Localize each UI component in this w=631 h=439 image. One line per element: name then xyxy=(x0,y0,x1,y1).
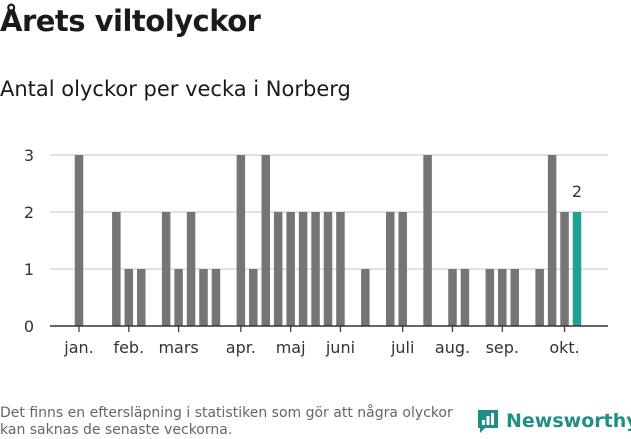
bar xyxy=(361,269,370,326)
bar xyxy=(137,269,146,326)
brand-logo[interactable]: Newsworthy xyxy=(476,408,631,434)
y-tick-label: 0 xyxy=(24,317,34,336)
data-labels: 2 xyxy=(572,182,582,201)
bar xyxy=(423,155,432,326)
y-tick-label: 2 xyxy=(24,203,34,222)
x-tick-label: sep. xyxy=(486,338,519,357)
bar xyxy=(498,269,507,326)
bar xyxy=(249,269,258,326)
bar xyxy=(323,212,333,326)
x-tick-label: feb. xyxy=(113,338,144,357)
y-tick-label: 3 xyxy=(24,146,34,165)
bar xyxy=(535,269,544,326)
bar xyxy=(311,212,320,326)
bar xyxy=(398,212,407,326)
bar xyxy=(174,269,183,326)
bar xyxy=(336,212,345,326)
x-tick-label: aug. xyxy=(435,338,470,357)
bar xyxy=(161,212,171,326)
x-axis: jan. feb. mars apr. maj juni juli aug. sep. okt. xyxy=(50,325,608,357)
bar xyxy=(261,155,270,326)
bar-chart: 0 1 2 3 jan. feb. mars apr. maj juni juli aug. sep.… xyxy=(24,146,608,357)
x-tick-label: okt. xyxy=(549,338,579,357)
newsworthy-logo-icon xyxy=(478,410,498,433)
chart-title: Årets viltolyckor xyxy=(0,4,261,38)
bar xyxy=(236,155,246,326)
bar-highlighted xyxy=(572,212,582,326)
bars xyxy=(74,155,582,326)
x-tick-label: maj xyxy=(276,338,306,357)
data-label: 2 xyxy=(572,182,582,201)
bar xyxy=(448,269,457,326)
bar xyxy=(560,212,569,326)
brand-name: Newsworthy xyxy=(506,410,631,432)
x-tick-label: apr. xyxy=(226,338,256,357)
x-tick-label: jan. xyxy=(63,338,93,357)
bar xyxy=(199,269,208,326)
bar xyxy=(485,269,495,326)
bar xyxy=(298,212,308,326)
bar xyxy=(286,212,295,326)
bar xyxy=(510,269,519,326)
bar xyxy=(124,269,134,326)
bar xyxy=(460,269,470,326)
bar xyxy=(211,269,221,326)
x-tick-label: juni xyxy=(325,338,355,357)
bar xyxy=(186,212,196,326)
x-tick-label: mars xyxy=(158,338,198,357)
bar xyxy=(547,155,557,326)
bar xyxy=(74,155,84,326)
bar xyxy=(273,212,283,326)
y-axis-ticks: 0 1 2 3 xyxy=(24,146,34,336)
chart-subtitle: Antal olyckor per vecka i Norberg xyxy=(0,77,351,101)
bar xyxy=(112,212,121,326)
footnote: Det finns en eftersläpning i statistiken… xyxy=(0,405,453,438)
y-tick-label: 1 xyxy=(24,260,34,279)
x-tick-label: juli xyxy=(390,338,414,357)
bar xyxy=(386,212,395,326)
